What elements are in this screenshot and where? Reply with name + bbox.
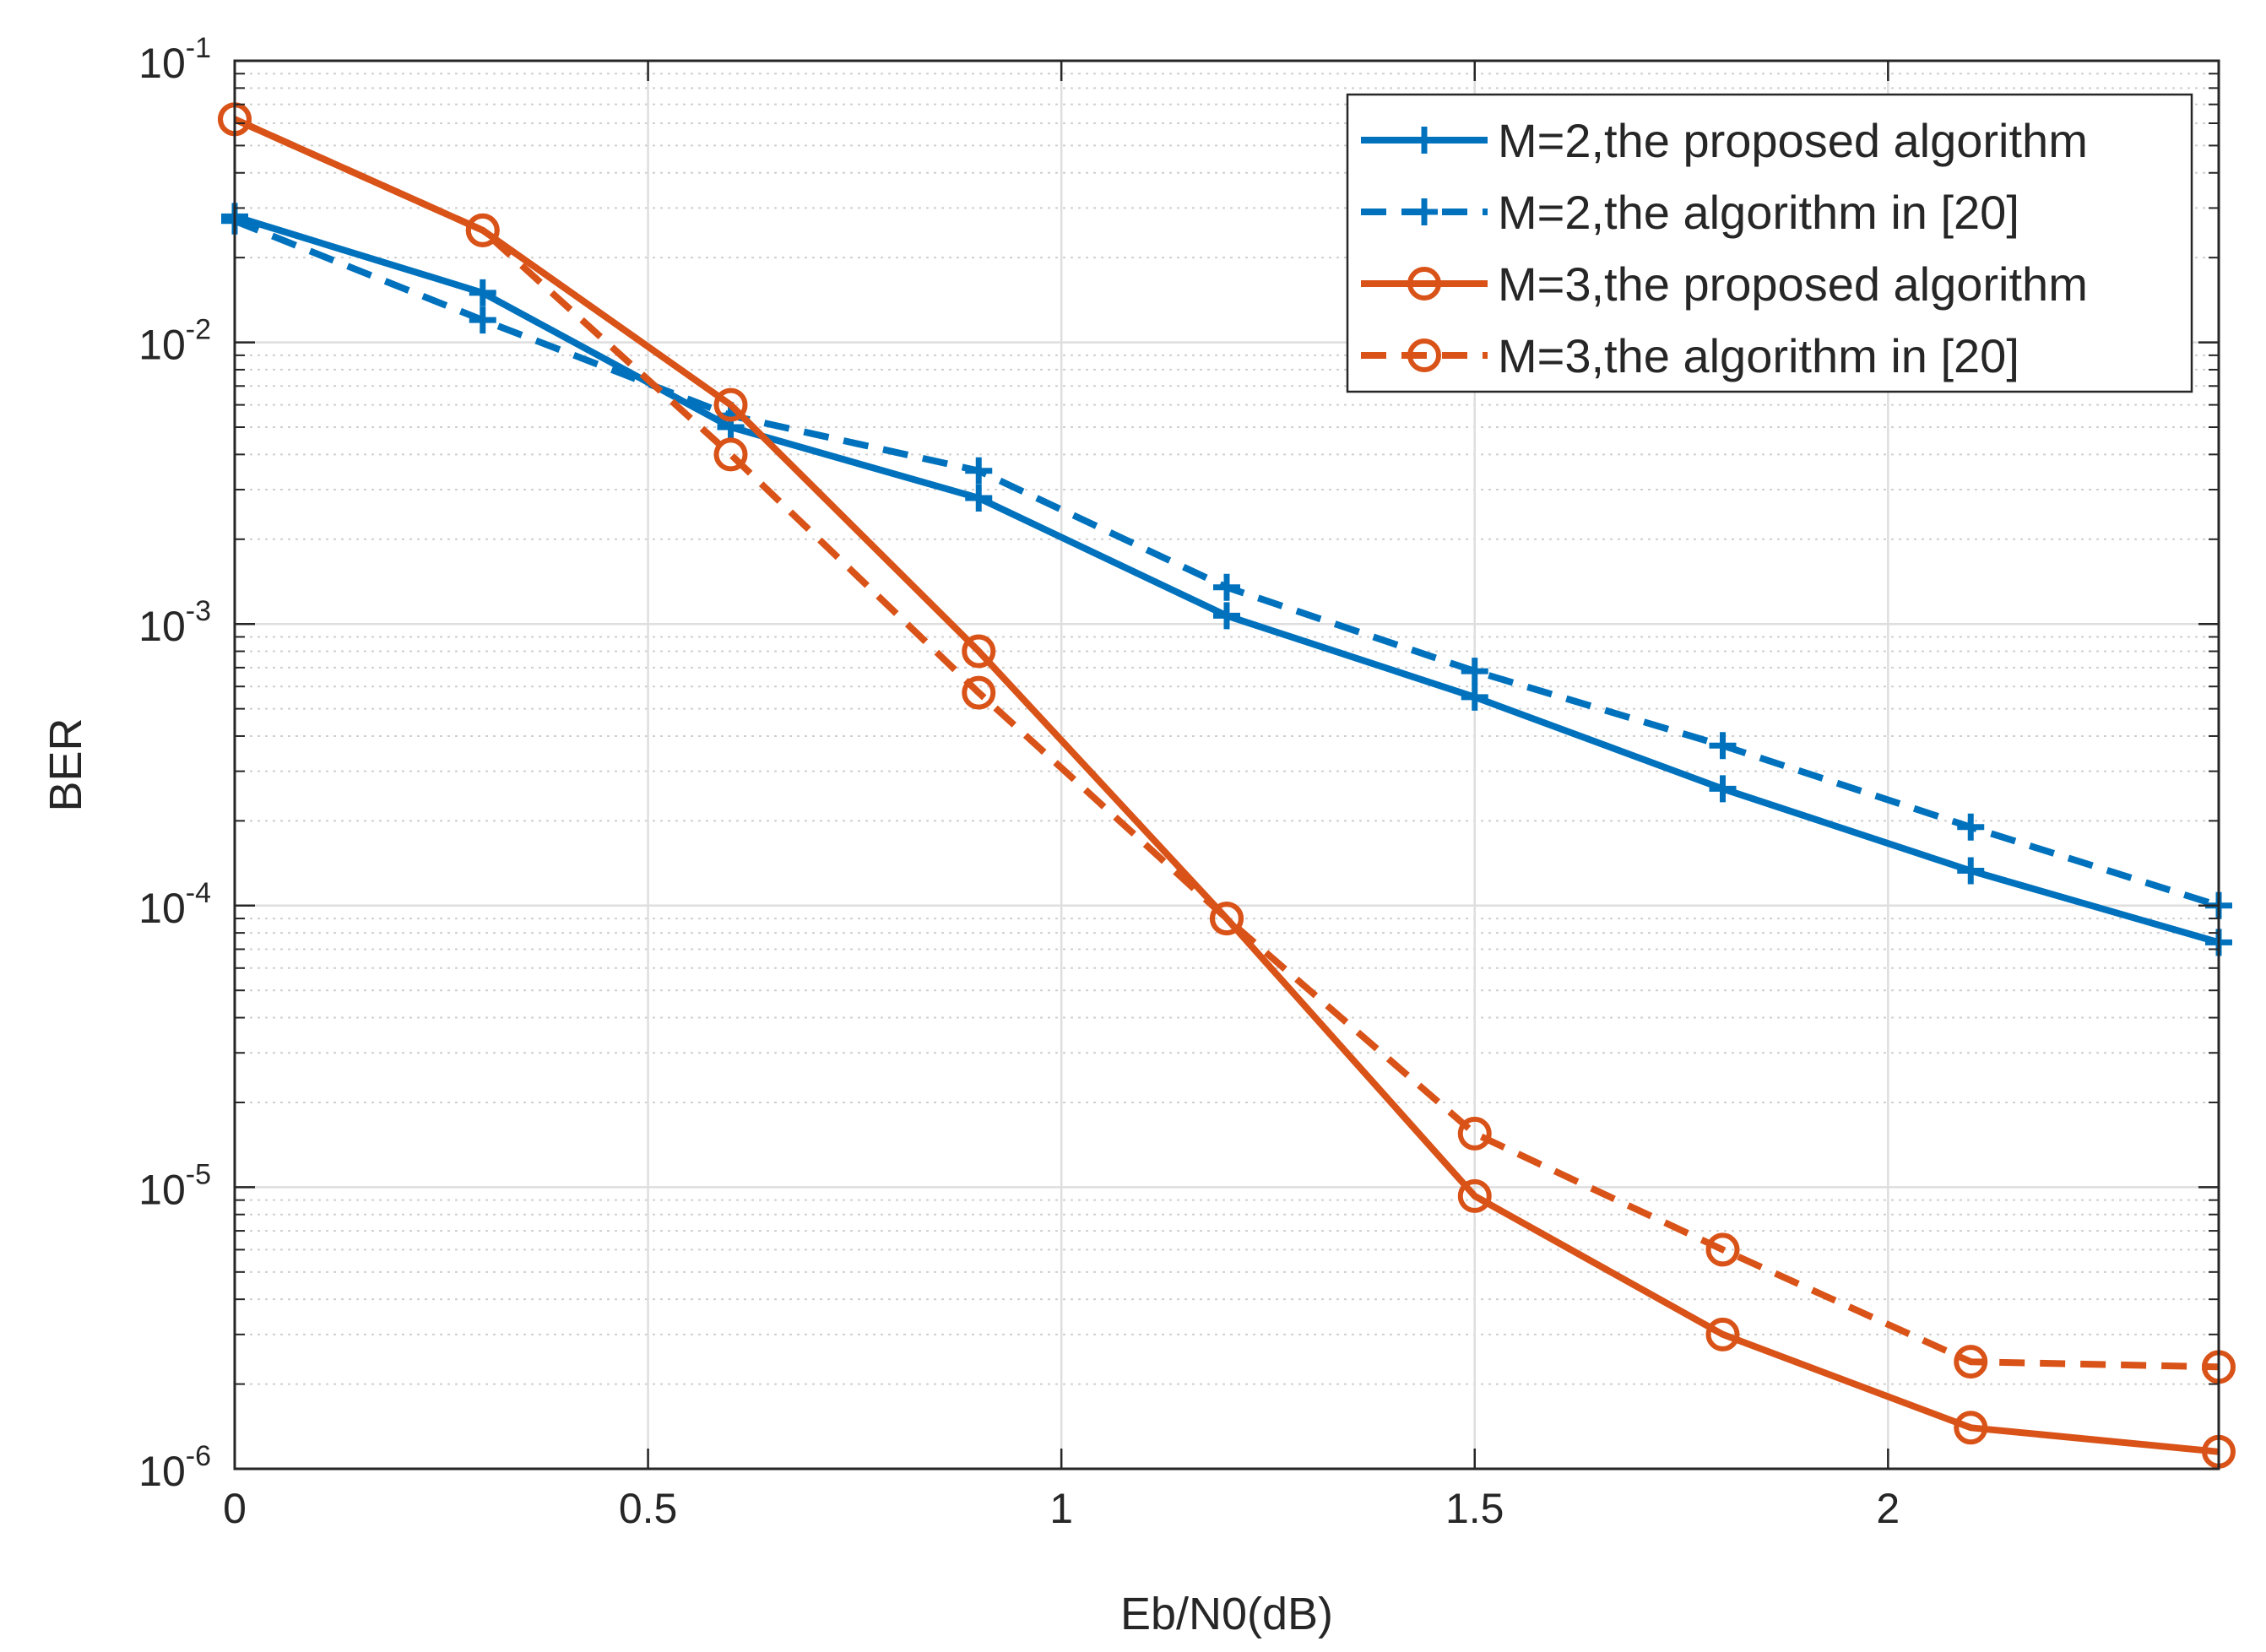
legend-marker <box>1411 198 1438 225</box>
y-tick-label: 10-5 <box>138 1158 211 1213</box>
data-point <box>1705 1232 1740 1267</box>
legend-box <box>1346 93 2193 393</box>
data-point <box>965 485 993 512</box>
data-point <box>965 457 993 485</box>
data-point <box>465 213 500 247</box>
y-tick-label: 10-3 <box>138 595 211 650</box>
y-tick-base: 10 <box>138 885 186 932</box>
series-lines <box>218 102 2236 1469</box>
y-tick-label: 10-2 <box>138 314 211 369</box>
legend-entry-2: M=2,the algorithm in [20] <box>1361 186 2019 239</box>
data-point <box>1457 1178 1492 1213</box>
y-tick-exponent: -1 <box>186 32 211 64</box>
y-tick-exponent: -2 <box>186 314 211 346</box>
data-point <box>469 279 496 306</box>
x-tick-label: 1.5 <box>1445 1485 1504 1532</box>
legend-label: M=3,the algorithm in [20] <box>1498 329 2019 382</box>
y-tick-base: 10 <box>138 40 186 87</box>
data-point <box>1461 683 1488 711</box>
data-point <box>1954 1411 1988 1445</box>
y-tick-exponent: -5 <box>186 1158 211 1190</box>
legend-label: M=2,the algorithm in [20] <box>1498 186 2019 239</box>
data-point <box>1457 1116 1492 1151</box>
y-tick-base: 10 <box>138 1166 186 1213</box>
data-point <box>469 306 496 334</box>
x-tick-label: 0 <box>223 1485 247 1532</box>
y-tick-exponent: -4 <box>186 877 211 909</box>
data-point <box>1210 902 1244 936</box>
y-axis-label: BER <box>41 718 91 811</box>
y-tick-exponent: -6 <box>186 1440 211 1472</box>
axis-ticks <box>233 59 2219 1471</box>
data-point <box>1709 732 1737 760</box>
y-tick-base: 10 <box>138 1448 186 1495</box>
legend-entry-3: M=3,the proposed algorithm <box>1361 257 2088 311</box>
series-line <box>233 116 2220 1371</box>
x-tick-labels: 0 0.5 1 1.5 2 <box>223 1485 1900 1532</box>
y-tick-base: 10 <box>138 322 186 369</box>
data-point <box>1957 857 1985 885</box>
y-tick-label: 10-1 <box>138 32 211 87</box>
y-tick-labels: 10-110-210-310-410-510-6 <box>138 32 211 1495</box>
x-tick-label: 2 <box>1876 1485 1900 1532</box>
legend-entry-4: M=3,the algorithm in [20] <box>1361 329 2019 382</box>
x-tick-label: 0.5 <box>619 1485 678 1532</box>
legend: M=2,the proposed algorithm M=2,the algori… <box>1346 93 2193 393</box>
legend-entry-1: M=2,the proposed algorithm <box>1361 114 2088 167</box>
data-point <box>962 675 996 710</box>
data-point <box>1213 602 1240 630</box>
y-tick-label: 10-6 <box>138 1440 211 1495</box>
data-point <box>713 437 748 472</box>
data-point <box>713 387 748 422</box>
y-tick-exponent: -3 <box>186 595 211 627</box>
data-point <box>1957 813 1985 841</box>
legend-marker <box>1411 127 1438 154</box>
data-point <box>962 634 996 669</box>
data-point <box>1461 658 1488 685</box>
series-line <box>233 116 2220 1455</box>
data-point <box>1954 1345 1988 1379</box>
legend-marker <box>1407 267 1441 301</box>
x-axis-label: Eb/N0(dB) <box>1120 1589 1333 1639</box>
data-point <box>1709 775 1737 803</box>
y-tick-base: 10 <box>138 603 186 650</box>
series-1 <box>221 203 2232 956</box>
data-point <box>1213 573 1240 601</box>
data-point <box>1705 1317 1740 1351</box>
legend-label: M=2,the proposed algorithm <box>1498 114 2088 167</box>
legend-label: M=3,the proposed algorithm <box>1498 257 2088 311</box>
x-tick-label: 1 <box>1049 1485 1073 1532</box>
legend-marker <box>1407 339 1441 372</box>
plot-frame <box>233 59 2220 1471</box>
y-tick-label: 10-4 <box>138 877 211 932</box>
